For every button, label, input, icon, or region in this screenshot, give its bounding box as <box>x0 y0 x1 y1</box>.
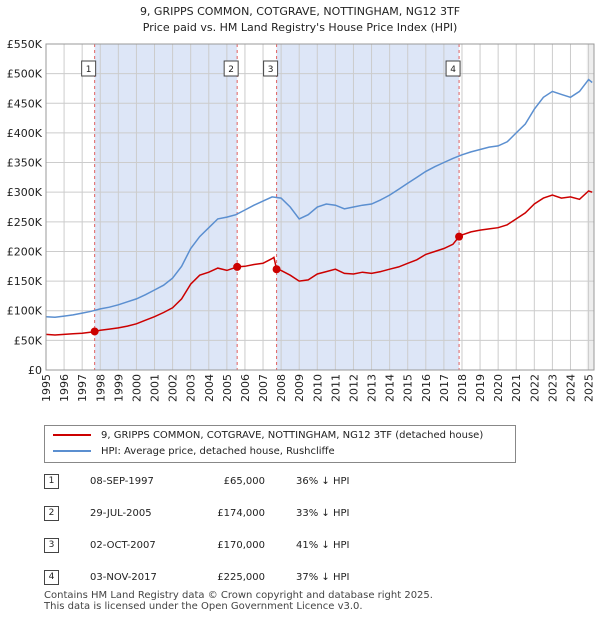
transaction-hpi: 33% ↓ HPI <box>296 508 350 519</box>
legend-swatch-hpi <box>53 450 91 452</box>
transaction-marker-box <box>263 60 279 77</box>
y-tick-label: £200K <box>7 245 43 258</box>
series-line-hpi <box>45 78 593 318</box>
x-tick-label: 2008 <box>275 374 288 402</box>
transaction-marker-box <box>223 60 239 77</box>
transaction-date: 08-SEP-1997 <box>90 476 154 487</box>
x-tick-label: 2024 <box>564 374 577 402</box>
chart-title: 9, GRIPPS COMMON, COTGRAVE, NOTTINGHAM, … <box>140 5 460 18</box>
x-tick-label: 2019 <box>474 374 487 402</box>
x-tick-label: 2007 <box>257 374 270 402</box>
x-tick-label: 2002 <box>167 374 180 402</box>
legend-item-property: 9, GRIPPS COMMON, COTGRAVE, NOTTINGHAM, … <box>53 428 483 444</box>
legend-label-hpi: HPI: Average price, detached house, Rush… <box>101 446 335 457</box>
transaction-marker-box <box>445 60 461 77</box>
y-tick-label: £50K <box>14 334 43 347</box>
table-row: 2 29-JUL-2005 £174,000 33% ↓ HPI <box>40 502 440 524</box>
price-chart: 9, GRIPPS COMMON, COTGRAVE, NOTTINGHAM, … <box>7 5 596 402</box>
y-tick-label: £550K <box>7 38 43 51</box>
x-tick-label: 1996 <box>58 374 71 402</box>
x-tick-label: 2004 <box>203 374 216 402</box>
transaction-price: £225,000 <box>217 572 265 583</box>
legend-label-property: 9, GRIPPS COMMON, COTGRAVE, NOTTINGHAM, … <box>101 430 484 441</box>
x-tick-label: 2000 <box>130 374 143 402</box>
x-tick-label: 2011 <box>329 374 342 402</box>
transaction-price: £65,000 <box>223 476 265 487</box>
x-tick-label: 2025 <box>583 374 596 402</box>
footer-attribution: Contains HM Land Registry data © Crown c… <box>44 590 433 612</box>
x-tick-label: 1999 <box>112 374 125 402</box>
transaction-point <box>233 262 242 271</box>
footer-line-2: This data is licensed under the Open Gov… <box>44 601 363 612</box>
transaction-point <box>455 232 464 241</box>
ownership-shade <box>276 44 460 370</box>
transaction-number: 4 <box>44 570 59 585</box>
x-tick-label: 2006 <box>239 374 252 402</box>
x-tick-label: 2009 <box>293 374 306 402</box>
transaction-date: 02-OCT-2007 <box>90 540 156 551</box>
table-row: 4 03-NOV-2017 £225,000 37% ↓ HPI <box>40 566 440 588</box>
legend-swatch-property <box>53 434 91 436</box>
plot-border <box>45 43 595 371</box>
x-tick-label: 2023 <box>546 374 559 402</box>
x-tick-label: 2020 <box>492 374 505 402</box>
transaction-price: £174,000 <box>217 508 265 519</box>
transaction-hpi: 36% ↓ HPI <box>296 476 350 487</box>
x-tick-label: 2021 <box>510 374 523 402</box>
y-tick-label: £350K <box>7 157 43 170</box>
y-tick-label: £0 <box>28 364 42 377</box>
x-tick-label: 2016 <box>420 374 433 402</box>
x-tick-label: 2014 <box>384 374 397 402</box>
transaction-marker-label: 2 <box>228 65 234 75</box>
x-tick-label: 2001 <box>149 374 162 402</box>
y-tick-label: £250K <box>7 216 43 229</box>
transaction-point <box>272 265 281 274</box>
chart-legend: 9, GRIPPS COMMON, COTGRAVE, NOTTINGHAM, … <box>44 425 516 463</box>
x-tick-label: 2022 <box>528 374 541 402</box>
footer-line-1: Contains HM Land Registry data © Crown c… <box>44 590 433 601</box>
x-tick-label: 2015 <box>402 374 415 402</box>
x-tick-label: 2005 <box>221 374 234 402</box>
y-tick-label: £100K <box>7 305 43 318</box>
table-row: 3 02-OCT-2007 £170,000 41% ↓ HPI <box>40 534 440 556</box>
x-tick-label: 1998 <box>94 374 107 402</box>
transaction-date: 03-NOV-2017 <box>90 572 157 583</box>
y-tick-label: £450K <box>7 97 43 110</box>
transaction-point <box>90 327 99 336</box>
transaction-marker-label: 3 <box>268 65 274 75</box>
x-tick-label: 2017 <box>438 374 451 402</box>
table-row: 1 08-SEP-1997 £65,000 36% ↓ HPI <box>40 470 440 492</box>
x-tick-label: 2018 <box>456 374 469 402</box>
transaction-number: 3 <box>44 538 59 553</box>
transaction-hpi: 37% ↓ HPI <box>296 572 350 583</box>
legend-item-hpi: HPI: Average price, detached house, Rush… <box>53 444 335 460</box>
chart-subtitle: Price paid vs. HM Land Registry's House … <box>143 21 458 34</box>
x-tick-label: 2010 <box>311 374 324 402</box>
transaction-marker-box <box>81 60 97 77</box>
ownership-shade <box>94 44 238 370</box>
y-tick-label: £150K <box>7 275 43 288</box>
x-tick-label: 1997 <box>76 374 89 402</box>
x-tick-label: 1995 <box>40 374 53 402</box>
transaction-marker-label: 1 <box>86 65 92 75</box>
transaction-number: 1 <box>44 474 59 489</box>
y-tick-label: £300K <box>7 186 43 199</box>
y-tick-label: £500K <box>7 68 43 81</box>
y-tick-label: £400K <box>7 127 43 140</box>
transaction-number: 2 <box>44 506 59 521</box>
series-line-property <box>45 190 593 336</box>
transaction-hpi: 41% ↓ HPI <box>296 540 350 551</box>
transaction-price: £170,000 <box>217 540 265 551</box>
x-tick-label: 2012 <box>347 374 360 402</box>
transaction-date: 29-JUL-2005 <box>90 508 152 519</box>
forecast-shade <box>586 44 594 370</box>
x-tick-label: 2013 <box>366 374 379 402</box>
x-tick-label: 2003 <box>185 374 198 402</box>
transaction-marker-label: 4 <box>450 65 456 75</box>
